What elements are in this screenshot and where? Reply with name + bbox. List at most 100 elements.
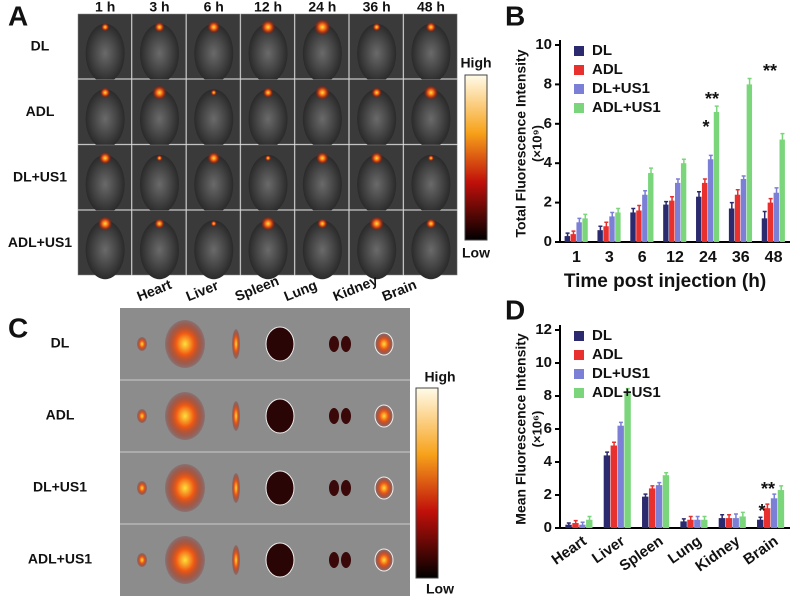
- organ: [137, 553, 147, 567]
- fluorescence-signal: [154, 22, 165, 33]
- organ: [232, 401, 240, 431]
- significance-mark: **: [761, 479, 775, 499]
- fluorescence-signal: [98, 216, 113, 231]
- bar: [655, 485, 663, 528]
- column-label: Brain: [380, 276, 419, 304]
- fluorescence-signal: [263, 87, 274, 98]
- column-label: 6 h: [204, 0, 224, 15]
- organ: [232, 473, 240, 503]
- figure-content: A 1 h 3 h 6 h 12 h 24 h 36 h 48 h DL ADL DL+US1 ADL…: [8, 0, 790, 597]
- y-tick-label: 2: [544, 486, 552, 503]
- x-tick-label: 24: [699, 249, 717, 266]
- organ: [265, 542, 295, 578]
- fluorescence-signal: [261, 216, 276, 231]
- error-bar: [675, 178, 680, 188]
- column-label: 1 h: [95, 0, 115, 15]
- mouse-body: [248, 154, 288, 214]
- error-bar: [772, 493, 777, 504]
- organ: [165, 392, 205, 440]
- error-bar: [637, 204, 642, 217]
- fluorescence-signal: [315, 85, 330, 100]
- organ: [374, 404, 394, 428]
- bar: [615, 212, 621, 242]
- error-bar: [702, 515, 707, 524]
- mouse-body: [411, 23, 451, 83]
- organ: [329, 480, 339, 496]
- mouse-body: [85, 23, 125, 83]
- scale-high: High: [424, 369, 455, 385]
- mouse-body: [85, 220, 125, 280]
- error-bar: [650, 485, 655, 492]
- column-label: 36 h: [363, 0, 391, 15]
- mouse-body: [357, 89, 397, 149]
- panel-label: D: [505, 294, 525, 325]
- legend-swatch: [574, 65, 584, 75]
- error-bar: [727, 514, 732, 523]
- error-bar: [774, 187, 779, 199]
- error-bar: [583, 213, 588, 224]
- organ: [341, 336, 351, 352]
- row-label: DL+US1: [33, 479, 87, 495]
- error-bar: [605, 451, 610, 460]
- bar: [763, 508, 771, 528]
- y-tick-label: 0: [544, 233, 552, 250]
- bar: [728, 208, 735, 242]
- row-label: DL: [51, 335, 70, 351]
- scale-high: High: [460, 55, 491, 71]
- legend-label: ADL+US1: [592, 99, 661, 116]
- bar: [609, 216, 615, 242]
- mouse-body: [357, 23, 397, 83]
- significance-mark: *: [702, 117, 709, 137]
- legend-swatch: [574, 331, 584, 341]
- bar: [597, 230, 603, 242]
- column-label: Lung: [282, 277, 320, 305]
- panel-label: C: [8, 312, 28, 343]
- organ: [341, 552, 351, 568]
- y-tick-label: 6: [544, 420, 552, 437]
- column-label: 48 h: [417, 0, 445, 15]
- error-bar: [696, 191, 701, 203]
- bar: [732, 518, 739, 528]
- y-tick-label: 8: [544, 75, 552, 92]
- bar: [603, 455, 611, 528]
- error-bar: [577, 217, 582, 227]
- bar: [739, 516, 746, 528]
- error-bar: [714, 105, 719, 119]
- organ: [265, 398, 295, 434]
- organ: [374, 476, 394, 500]
- organ: [374, 548, 394, 572]
- bar: [696, 196, 702, 242]
- bar: [770, 498, 778, 528]
- mouse-body: [411, 154, 451, 214]
- organ: [329, 552, 339, 568]
- legend-label: ADL: [592, 61, 623, 78]
- fluorescence-signal: [100, 87, 111, 98]
- bar: [582, 218, 588, 242]
- error-bar: [681, 158, 686, 168]
- bar: [642, 496, 649, 528]
- x-tick-label: 6: [638, 249, 647, 266]
- mouse-body: [357, 154, 397, 214]
- bar: [648, 488, 656, 528]
- fluorescence-signal: [317, 218, 328, 229]
- legend-label: DL+US1: [592, 80, 650, 97]
- fluorescence-signal: [316, 152, 329, 165]
- bar: [773, 192, 779, 242]
- column-label: 24 h: [308, 0, 336, 15]
- row-label: ADL+US1: [8, 234, 72, 250]
- error-bar: [604, 221, 609, 231]
- scale-low: Low: [426, 581, 454, 597]
- error-bar: [664, 471, 669, 479]
- organ: [232, 329, 240, 359]
- bar: [669, 200, 675, 242]
- bar: [746, 84, 753, 243]
- fluorescence-signal: [372, 23, 381, 32]
- organ: [165, 536, 205, 584]
- error-bar: [681, 518, 686, 525]
- error-bar: [740, 511, 745, 522]
- error-bar: [779, 485, 784, 495]
- bar: [636, 210, 642, 242]
- organ: [137, 337, 147, 351]
- error-bar: [729, 201, 734, 216]
- y-axis-title: Mean Fluorescence Intensity: [513, 333, 529, 525]
